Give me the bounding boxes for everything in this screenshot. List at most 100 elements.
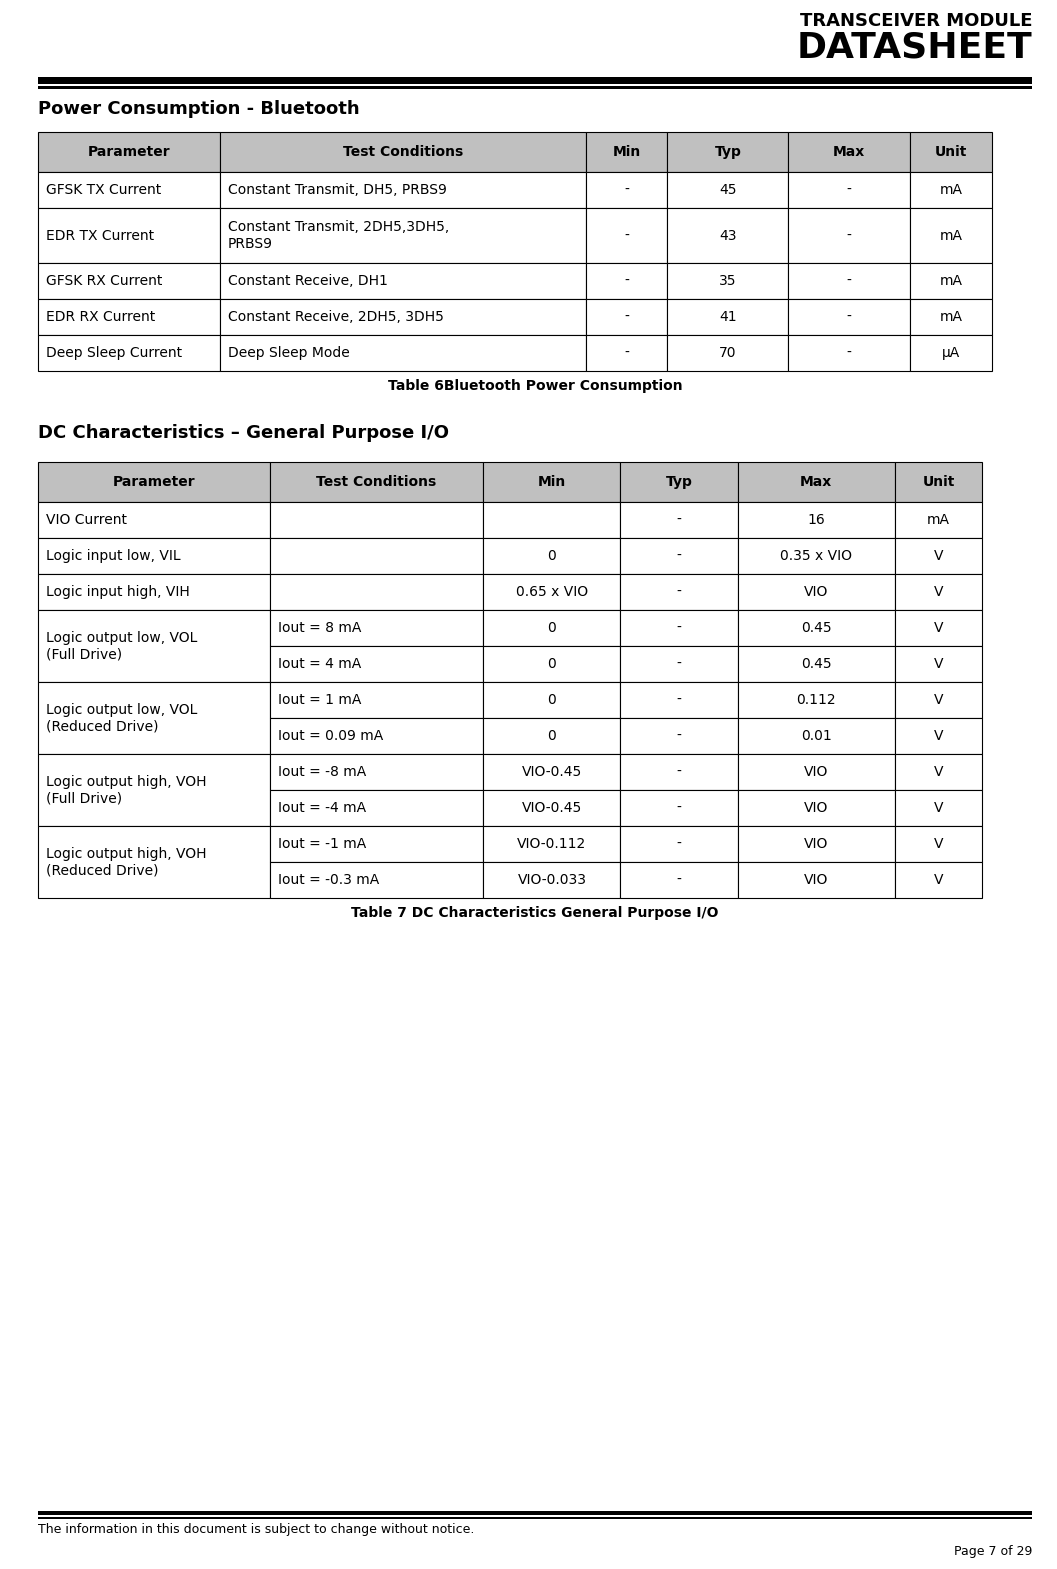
- Bar: [738, 461, 895, 502]
- Bar: [483, 502, 620, 538]
- Text: Logic output low, VOL
(Reduced Drive): Logic output low, VOL (Reduced Drive): [47, 703, 198, 733]
- Bar: [270, 825, 483, 861]
- Bar: [620, 683, 738, 719]
- Bar: [38, 336, 220, 370]
- Text: 0.01: 0.01: [801, 730, 832, 744]
- Bar: [220, 336, 586, 370]
- Bar: [38, 132, 220, 173]
- Text: -: -: [676, 872, 682, 886]
- Text: 70: 70: [719, 347, 737, 359]
- Bar: [38, 610, 270, 683]
- Bar: [483, 610, 620, 646]
- Bar: [910, 300, 993, 336]
- Text: Logic output high, VOH
(Full Drive): Logic output high, VOH (Full Drive): [47, 775, 206, 805]
- Text: Deep Sleep Mode: Deep Sleep Mode: [228, 347, 350, 359]
- Text: 0: 0: [548, 621, 556, 635]
- Bar: [38, 1511, 1032, 1516]
- Bar: [620, 610, 738, 646]
- Bar: [738, 610, 895, 646]
- Text: -: -: [676, 513, 682, 527]
- Bar: [738, 755, 895, 791]
- Bar: [910, 132, 993, 173]
- Bar: [483, 646, 620, 683]
- Text: Logic input low, VIL: Logic input low, VIL: [47, 549, 181, 563]
- Text: -: -: [847, 347, 852, 359]
- Bar: [910, 264, 993, 300]
- Bar: [586, 300, 667, 336]
- Bar: [586, 209, 667, 264]
- Text: -: -: [624, 229, 629, 243]
- Text: 43: 43: [719, 229, 737, 243]
- Text: -: -: [676, 730, 682, 744]
- Text: VIO-0.033: VIO-0.033: [517, 872, 587, 886]
- Text: VIO: VIO: [804, 766, 829, 778]
- Bar: [789, 300, 910, 336]
- Bar: [620, 502, 738, 538]
- Bar: [38, 574, 270, 610]
- Text: VIO-0.112: VIO-0.112: [517, 836, 587, 850]
- Text: 0: 0: [548, 693, 556, 708]
- Bar: [270, 646, 483, 683]
- Text: Iout = -0.3 mA: Iout = -0.3 mA: [278, 872, 378, 886]
- Bar: [586, 264, 667, 300]
- Bar: [620, 538, 738, 574]
- Bar: [38, 825, 270, 897]
- Bar: [38, 264, 220, 300]
- Bar: [738, 791, 895, 825]
- Text: mA: mA: [927, 513, 950, 527]
- Bar: [667, 300, 789, 336]
- Bar: [789, 209, 910, 264]
- Text: Deep Sleep Current: Deep Sleep Current: [47, 347, 182, 359]
- Bar: [738, 861, 895, 897]
- Text: VIO: VIO: [804, 802, 829, 814]
- Bar: [38, 502, 270, 538]
- Text: Logic input high, VIH: Logic input high, VIH: [47, 585, 190, 599]
- Bar: [483, 574, 620, 610]
- Bar: [483, 538, 620, 574]
- Bar: [586, 336, 667, 370]
- Text: -: -: [676, 621, 682, 635]
- Text: Max: Max: [833, 144, 866, 158]
- Bar: [38, 538, 270, 574]
- Text: Iout = 0.09 mA: Iout = 0.09 mA: [278, 730, 383, 744]
- Text: EDR TX Current: EDR TX Current: [47, 229, 154, 243]
- Bar: [483, 861, 620, 897]
- Bar: [620, 461, 738, 502]
- Text: TRANSCEIVER MODULE: TRANSCEIVER MODULE: [799, 13, 1032, 30]
- Text: Iout = -1 mA: Iout = -1 mA: [278, 836, 366, 850]
- Text: 0.65 x VIO: 0.65 x VIO: [516, 585, 588, 599]
- Text: -: -: [847, 184, 852, 198]
- Text: Iout = 1 mA: Iout = 1 mA: [278, 693, 361, 708]
- Text: Iout = -8 mA: Iout = -8 mA: [278, 766, 366, 778]
- Text: DATASHEET: DATASHEET: [796, 30, 1032, 64]
- Bar: [895, 610, 982, 646]
- Bar: [620, 825, 738, 861]
- Text: V: V: [933, 585, 943, 599]
- Text: Test Conditions: Test Conditions: [342, 144, 463, 158]
- Text: V: V: [933, 657, 943, 672]
- Bar: [220, 300, 586, 336]
- Text: Logic output low, VOL
(Full Drive): Logic output low, VOL (Full Drive): [47, 631, 198, 661]
- Bar: [738, 538, 895, 574]
- Text: Unit: Unit: [934, 144, 967, 158]
- Text: -: -: [676, 802, 682, 814]
- Bar: [38, 683, 270, 755]
- Text: 0: 0: [548, 549, 556, 563]
- Text: -: -: [676, 766, 682, 778]
- Bar: [220, 132, 586, 173]
- Text: Table 7 DC Characteristics General Purpose I/O: Table 7 DC Characteristics General Purpo…: [351, 905, 719, 919]
- Text: Max: Max: [800, 475, 833, 490]
- Bar: [895, 719, 982, 755]
- Bar: [667, 336, 789, 370]
- Text: -: -: [624, 184, 629, 198]
- Bar: [667, 173, 789, 209]
- Bar: [620, 755, 738, 791]
- Bar: [220, 173, 586, 209]
- Text: Table 6Bluetooth Power Consumption: Table 6Bluetooth Power Consumption: [388, 380, 683, 392]
- Bar: [667, 209, 789, 264]
- Bar: [895, 461, 982, 502]
- Bar: [483, 755, 620, 791]
- Text: VIO Current: VIO Current: [47, 513, 127, 527]
- Text: mA: mA: [940, 229, 963, 243]
- Text: V: V: [933, 621, 943, 635]
